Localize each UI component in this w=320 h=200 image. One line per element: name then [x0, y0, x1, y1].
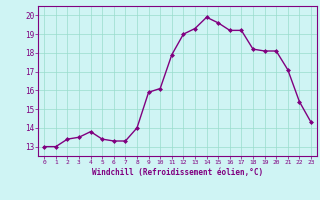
X-axis label: Windchill (Refroidissement éolien,°C): Windchill (Refroidissement éolien,°C): [92, 168, 263, 177]
